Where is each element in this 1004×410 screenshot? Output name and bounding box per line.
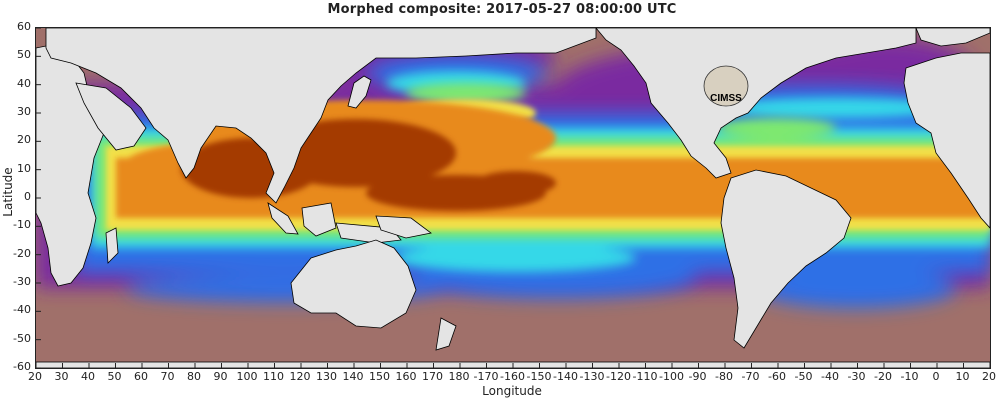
x-tick-label: 20	[982, 370, 996, 383]
x-tick-label: 60	[134, 370, 148, 383]
x-tick-label: 0	[932, 370, 940, 383]
map-title: Morphed composite: 2017-05-27 08:00:00 U…	[327, 2, 677, 17]
x-tick-label: 120	[289, 370, 311, 383]
landmass-europe-africa-east	[903, 52, 990, 229]
x-tick-label: -150	[526, 370, 552, 383]
x-tick-label: 30	[54, 370, 69, 383]
landmass-madagascar	[105, 227, 119, 264]
x-tick-label: -30	[847, 370, 866, 383]
y-tick-label: -10	[13, 218, 31, 232]
x-tick-label: 100	[236, 370, 258, 383]
x-tick-label: -110	[632, 370, 658, 383]
y-tick-label: -20	[13, 246, 31, 260]
y-tick-label: -30	[13, 275, 31, 288]
y-tick-label: 60	[17, 20, 31, 33]
x-tick-label: -140	[553, 370, 578, 383]
landmass-greenland	[915, 28, 990, 47]
y-tick-label: 40	[17, 76, 31, 90]
y-tick-label: 20	[17, 133, 31, 147]
x-tick-label: 50	[107, 370, 122, 383]
x-tick-label: 10	[955, 370, 970, 383]
x-tick-label: 90	[213, 370, 228, 383]
landmass-new-guinea	[375, 215, 432, 239]
y-tick-label: 30	[17, 105, 31, 118]
x-tick-label: -10	[900, 370, 919, 383]
y-tick-label: -40	[13, 303, 31, 317]
x-tick-label: 40	[81, 370, 95, 383]
x-tick-label: -20	[874, 370, 892, 383]
cimss-logo: CIMSS	[703, 65, 749, 107]
x-tick-label: 170	[422, 370, 443, 383]
landmass-eurasia	[45, 28, 597, 204]
landmass-south-america	[720, 169, 852, 349]
x-tick-label: 150	[369, 370, 390, 383]
x-tick-label: 70	[160, 370, 175, 383]
x-tick-label: -100	[659, 370, 684, 383]
x-tick-label: -90	[688, 370, 707, 383]
tick-marks	[36, 28, 990, 368]
x-tick-label: -80	[715, 370, 733, 383]
x-tick-label: 130	[316, 370, 337, 383]
x-tick-label: -40	[821, 370, 839, 383]
x-tick-label: -130	[579, 370, 605, 383]
y-tick-label: -50	[13, 331, 31, 345]
x-tick-label: 180	[448, 370, 470, 383]
x-tick-label: 80	[187, 370, 201, 383]
y-tick-label: 10	[17, 161, 31, 175]
landmass-arabia	[75, 82, 147, 151]
landmass-north-america	[595, 28, 917, 179]
y-tick-label: 50	[17, 48, 31, 62]
x-tick-label: -70	[741, 370, 760, 383]
map-plot-area[interactable]: CIMSS	[35, 27, 991, 369]
logo-globe-icon	[703, 65, 749, 107]
x-tick-label: 160	[395, 370, 417, 383]
x-tick-label: -60	[768, 370, 786, 383]
x-tick-label: -160	[500, 370, 525, 383]
x-tick-label: -120	[606, 370, 631, 383]
logo-text: CIMSS	[710, 93, 742, 104]
x-tick-label: 20	[28, 370, 42, 383]
x-tick-label: 140	[342, 370, 364, 383]
landmass-new-zealand	[435, 317, 457, 351]
x-axis-label: Longitude	[482, 384, 542, 398]
landmass-australia	[290, 239, 417, 329]
y-tick-label: 0	[24, 190, 31, 203]
x-tick-label: -170	[473, 370, 499, 383]
y-tick-label: -60	[13, 360, 31, 373]
precipitable-water-map: CIMSS	[36, 28, 990, 368]
landmass-japan	[347, 75, 372, 109]
x-tick-label: 110	[263, 370, 284, 383]
x-tick-label: -50	[794, 370, 813, 383]
